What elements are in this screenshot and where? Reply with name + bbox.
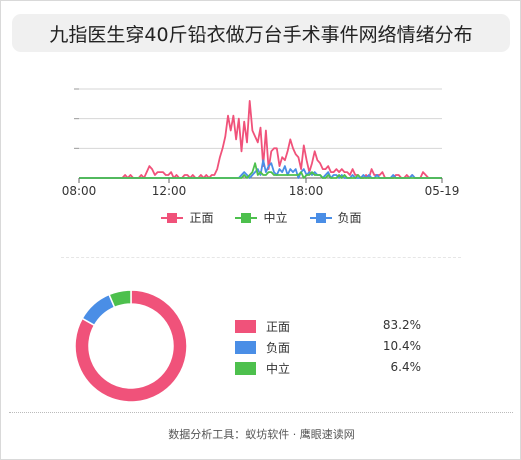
pie-percent-neutral: 6.4% bbox=[390, 360, 422, 374]
line-legend: 正面 中立 负面 bbox=[1, 209, 521, 226]
pie-legend-row-negative[interactable]: 负面 10.4% bbox=[235, 338, 427, 359]
donut-slice-negative bbox=[81, 293, 116, 327]
donut-chart bbox=[74, 289, 188, 403]
x-tick-label: 08:00 bbox=[62, 184, 97, 198]
page-title: 九指医生穿40斤铅衣做万台手术事件网络情绪分布 bbox=[49, 23, 473, 46]
pie-label-neutral: 中立 bbox=[266, 362, 291, 376]
pie-legend-row-neutral[interactable]: 中立 6.4% bbox=[235, 359, 427, 380]
x-tick-label: 05-19 bbox=[425, 184, 460, 198]
pie-swatch-negative bbox=[235, 341, 256, 354]
series-line-neutral bbox=[79, 162, 442, 179]
line-chart: 08:00 12:00 18:00 05-19 bbox=[62, 88, 460, 198]
legend-item-negative[interactable]: 负面 bbox=[309, 209, 362, 226]
legend-marker-positive bbox=[161, 212, 184, 223]
legend-label-positive: 正面 bbox=[189, 211, 214, 225]
pie-percent-negative: 10.4% bbox=[382, 339, 421, 353]
pie-label-negative: 负面 bbox=[266, 341, 291, 355]
title-bar: 九指医生穿40斤铅衣做万台手术事件网络情绪分布 bbox=[12, 14, 510, 52]
series-line-negative bbox=[79, 159, 442, 179]
pie-swatch-positive bbox=[235, 320, 256, 333]
pie-label-positive: 正面 bbox=[266, 320, 291, 334]
legend-item-neutral[interactable]: 中立 bbox=[235, 209, 288, 226]
pie-legend-row-positive[interactable]: 正面 83.2% bbox=[235, 317, 427, 338]
x-tick-label: 12:00 bbox=[152, 184, 187, 198]
donut-slice-positive bbox=[74, 289, 188, 403]
legend-item-positive[interactable]: 正面 bbox=[161, 209, 213, 226]
legend-label-negative: 负面 bbox=[337, 211, 362, 225]
donut-slice-neutral bbox=[108, 289, 132, 309]
footer-credit: 数据分析工具：蚁坊软件 · 鹰眼速读网 bbox=[168, 428, 355, 441]
pie-percent-positive: 83.2% bbox=[382, 318, 421, 332]
pie-legend: 正面 83.2% 负面 10.4% 中立 6.4% bbox=[235, 317, 427, 380]
legend-label-neutral: 中立 bbox=[263, 211, 288, 225]
section-divider bbox=[61, 257, 461, 258]
legend-marker-negative bbox=[309, 212, 332, 223]
legend-marker-neutral bbox=[235, 212, 258, 223]
series-line-positive bbox=[79, 100, 442, 179]
footer-divider bbox=[9, 412, 513, 413]
x-tick-label: 18:00 bbox=[289, 184, 324, 198]
pie-swatch-neutral bbox=[235, 362, 256, 375]
